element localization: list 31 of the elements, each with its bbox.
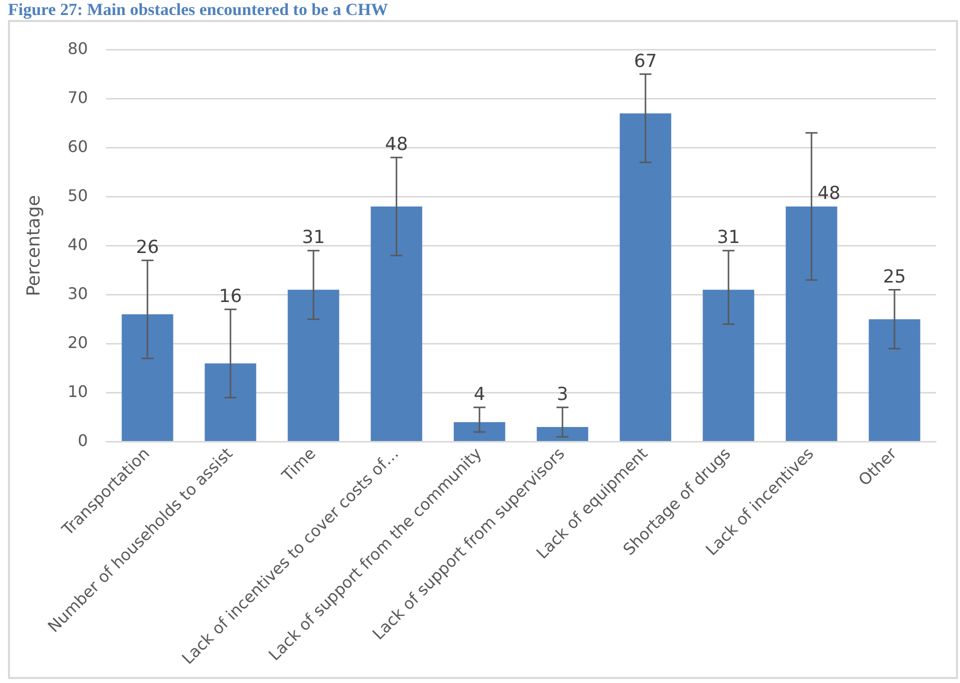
y-tick-label: 60: [68, 136, 88, 156]
bar: [702, 290, 754, 441]
y-tick-label: 30: [68, 284, 88, 303]
y-tick-label: 0: [78, 430, 88, 450]
bar: [122, 314, 174, 441]
y-tick-label: 50: [68, 186, 88, 205]
bar: [288, 290, 340, 441]
bar: [536, 427, 588, 441]
data-label: 31: [302, 227, 325, 248]
data-label: 31: [717, 227, 740, 248]
y-tick-label: 40: [68, 234, 88, 254]
data-label: 48: [385, 134, 408, 156]
y-tick-label: 80: [68, 38, 88, 58]
data-label: 67: [634, 50, 657, 72]
y-tick-label: 20: [68, 332, 88, 352]
bar: [204, 363, 256, 441]
data-label: 16: [219, 286, 242, 308]
data-label: 48: [817, 183, 840, 204]
data-label: 4: [474, 384, 486, 406]
data-label: 26: [136, 237, 159, 258]
bar: [454, 422, 506, 441]
y-axis-title: Percentage: [23, 195, 44, 296]
bar: [370, 206, 422, 441]
bar: [786, 206, 838, 441]
bar: [868, 319, 920, 441]
y-tick-label: 10: [68, 382, 88, 401]
y-tick-label: 70: [68, 88, 88, 107]
data-label: 3: [556, 384, 568, 406]
data-label: 25: [883, 266, 906, 288]
chart-title: Figure 27: Main obstacles encountered to be a CHW: [7, 0, 389, 20]
bar: [620, 113, 672, 441]
